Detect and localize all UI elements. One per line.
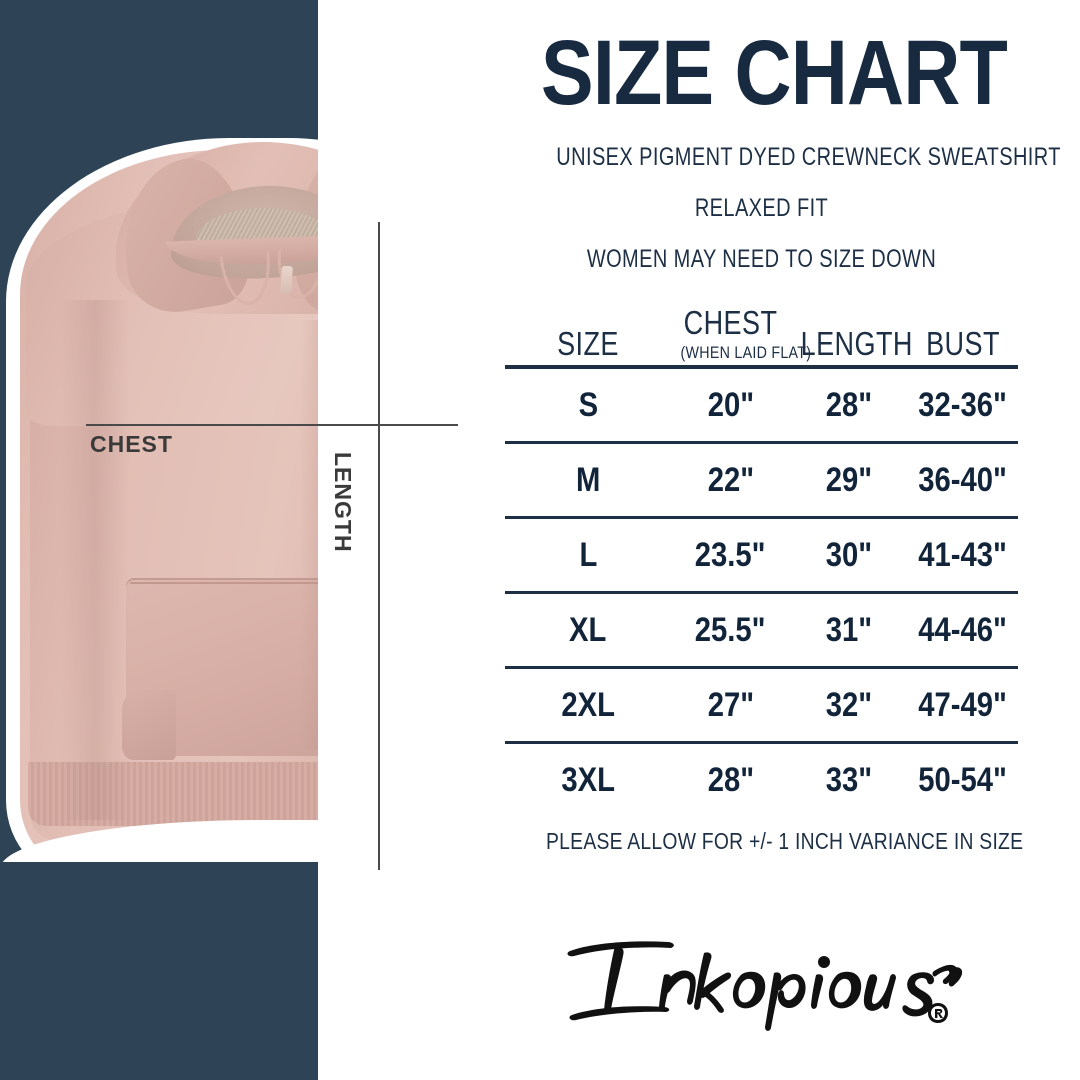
table-row: 3XL 28" 33" 50-54" <box>505 743 1018 817</box>
size-table: SIZE CHEST (WHEN LAID FLAT) LENGTH BUST <box>505 304 1018 816</box>
column-header-chest-label: CHEST <box>683 304 778 341</box>
cell-chest: 23.5" <box>671 517 790 594</box>
cell-chest: 27" <box>671 667 790 744</box>
page-title: SIZE CHART <box>540 22 1008 124</box>
inkopious-logo-icon <box>566 941 962 1031</box>
cell-length: 28" <box>790 367 908 444</box>
length-measurement-line <box>378 222 380 870</box>
garment-pocket-seam <box>130 582 392 584</box>
column-header-bust: BUST <box>908 304 1018 367</box>
sizing-advice-subtitle: WOMEN MAY NEED TO SIZE DOWN <box>586 245 937 273</box>
table-row: M 22" 29" 36-40" <box>505 442 1018 519</box>
cell-size: M <box>505 442 671 519</box>
chart-content: SIZE CHART UNISEX PIGMENT DYED CREWNECK … <box>505 0 1061 1080</box>
fit-subtitle: RELAXED FIT <box>694 194 829 222</box>
cell-length: 32" <box>790 667 908 744</box>
column-header-size: SIZE <box>505 304 671 367</box>
cell-size: L <box>505 517 671 594</box>
cell-bust: 32-36" <box>908 367 1018 444</box>
table-row: 2XL 27" 32" 47-49" <box>505 667 1018 744</box>
cell-bust: 41-43" <box>908 517 1018 594</box>
navy-background-panel-lower <box>0 862 318 1080</box>
cell-size: 2XL <box>505 667 671 744</box>
size-table-body: S 20" 28" 32-36" M 22" 29" 36-40" L 23.5… <box>505 367 1018 816</box>
column-header-bust-label: BUST <box>926 325 1000 362</box>
product-subtitle: UNISEX PIGMENT DYED CREWNECK SWEATSHIRT <box>556 143 1061 171</box>
cell-size: XL <box>505 592 671 669</box>
column-header-length: LENGTH <box>790 304 913 367</box>
cell-chest: 22" <box>671 442 790 519</box>
length-measurement-label: LENGTH <box>330 452 356 553</box>
variance-footnote: PLEASE ALLOW FOR +/- 1 INCH VARIANCE IN … <box>546 828 1024 854</box>
chest-measurement-note: (WHEN LAID FLAT) <box>680 343 812 362</box>
cell-bust: 47-49" <box>908 667 1018 744</box>
cell-size: 3XL <box>561 760 615 799</box>
cell-length: 30" <box>790 517 908 594</box>
cell-bust: 44-46" <box>908 592 1018 669</box>
cell-bust: 50-54" <box>918 760 1008 799</box>
drawstring-aglet <box>280 265 293 295</box>
cell-length: 33" <box>825 760 873 799</box>
table-row: L 23.5" 30" 41-43" <box>505 517 1018 594</box>
cell-bust: 36-40" <box>908 442 1018 519</box>
chest-measurement-line <box>86 424 458 426</box>
brand-logo <box>505 925 1018 1045</box>
size-table-header: SIZE CHEST (WHEN LAID FLAT) LENGTH BUST <box>505 304 1018 367</box>
table-row: S 20" 28" 32-36" <box>505 367 1018 444</box>
column-header-size-label: SIZE <box>557 325 619 362</box>
table-row: XL 25.5" 31" 44-46" <box>505 592 1018 669</box>
table-header-row: SIZE CHEST (WHEN LAID FLAT) LENGTH BUST <box>505 304 1018 367</box>
cell-chest: 25.5" <box>671 592 790 669</box>
column-header-chest: CHEST (WHEN LAID FLAT) <box>671 304 812 367</box>
cell-length: 29" <box>790 442 908 519</box>
garment-pocket-left-opening <box>122 690 176 760</box>
cell-chest: 20" <box>671 367 790 444</box>
cell-chest: 28" <box>707 760 754 799</box>
cell-size: S <box>505 367 671 444</box>
cell-length: 31" <box>790 592 908 669</box>
column-header-length-label: LENGTH <box>800 325 913 362</box>
chest-measurement-label: CHEST <box>90 431 173 457</box>
